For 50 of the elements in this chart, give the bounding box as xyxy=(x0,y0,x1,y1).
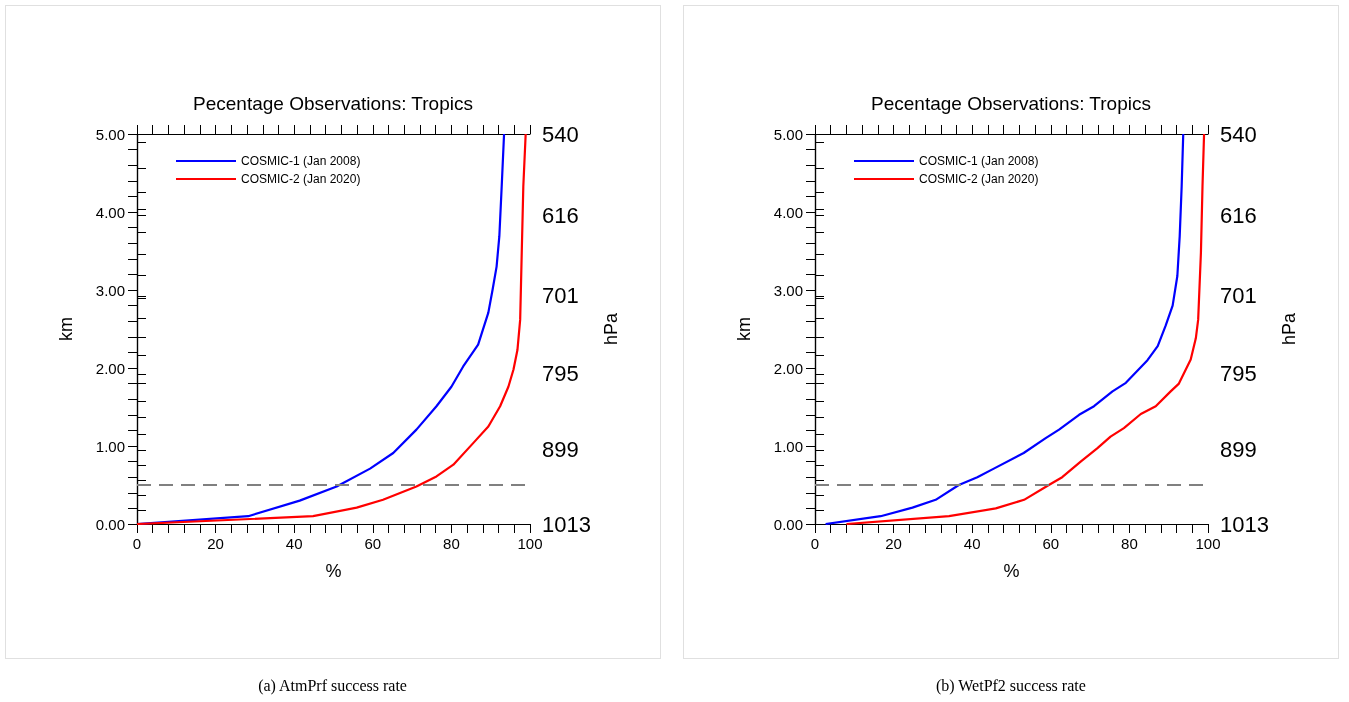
x-tick-label: 20 xyxy=(207,535,224,552)
y-axis-title: km xyxy=(56,317,76,341)
y-tick-label: 3.00 xyxy=(95,281,125,299)
x-axis-title: % xyxy=(1003,561,1020,581)
text: (a) AtmPrf success rate xyxy=(258,676,407,695)
x-tick-label: 100 xyxy=(1195,535,1221,552)
chart-title: Pecentage Observations: Tropics xyxy=(871,93,1151,114)
y2-tick-label: 616 xyxy=(1220,203,1257,229)
x-tick-label: 40 xyxy=(963,535,981,552)
y-axis-title: km xyxy=(734,317,754,341)
y2-tick-label: 899 xyxy=(542,437,579,463)
x-tick-label: 0 xyxy=(810,535,820,552)
y2-tick-label: 540 xyxy=(542,121,579,147)
y-tick-label: 5.00 xyxy=(773,125,803,143)
y-tick-label: 0.00 xyxy=(773,515,803,533)
x-tick-label: 80 xyxy=(1121,535,1138,552)
chart-title: Pecentage Observations: Tropics xyxy=(193,93,473,114)
y2-axis-title: hPa xyxy=(1278,312,1299,346)
y2-tick-label: 795 xyxy=(542,361,579,387)
y-tick-label: 1.00 xyxy=(95,437,125,455)
y2-tick-label: 1013 xyxy=(1220,511,1269,537)
x-axis-title: % xyxy=(325,561,342,581)
x-tick-label: 20 xyxy=(885,535,902,552)
y2-tick-label: 1013 xyxy=(542,511,591,537)
legend-label: COSMIC-1 (Jan 2008) xyxy=(919,154,1039,168)
y2-tick-label: 701 xyxy=(1220,283,1257,309)
y2-tick-label: 616 xyxy=(542,203,579,229)
y2-tick-label: 795 xyxy=(1220,361,1257,387)
x-tick-label: 100 xyxy=(517,535,543,552)
legend-label: COSMIC-1 (Jan 2008) xyxy=(241,154,361,168)
y-tick-label: 1.00 xyxy=(773,437,803,455)
y2-tick-label: 701 xyxy=(542,283,579,309)
y2-tick-label: 540 xyxy=(1220,121,1257,147)
y-tick-label: 4.00 xyxy=(95,203,125,221)
legend-label: COSMIC-2 (Jan 2020) xyxy=(919,172,1039,186)
x-tick-label: 60 xyxy=(1042,535,1060,552)
x-tick-label: 0 xyxy=(132,535,142,552)
y-tick-label: 2.00 xyxy=(773,359,803,377)
y-tick-label: 2.00 xyxy=(95,359,125,377)
x-tick-label: 80 xyxy=(443,535,460,552)
y-tick-label: 3.00 xyxy=(773,281,803,299)
y2-tick-label: 899 xyxy=(1220,437,1257,463)
text: (b) WetPf2 success rate xyxy=(935,676,1086,695)
x-tick-label: 40 xyxy=(285,535,303,552)
y-tick-label: 0.00 xyxy=(95,515,125,533)
y-tick-label: 4.00 xyxy=(773,203,803,221)
x-tick-label: 60 xyxy=(364,535,382,552)
y-tick-label: 5.00 xyxy=(95,125,125,143)
y2-axis-title: hPa xyxy=(600,312,621,346)
legend-label: COSMIC-2 (Jan 2020) xyxy=(241,172,361,186)
